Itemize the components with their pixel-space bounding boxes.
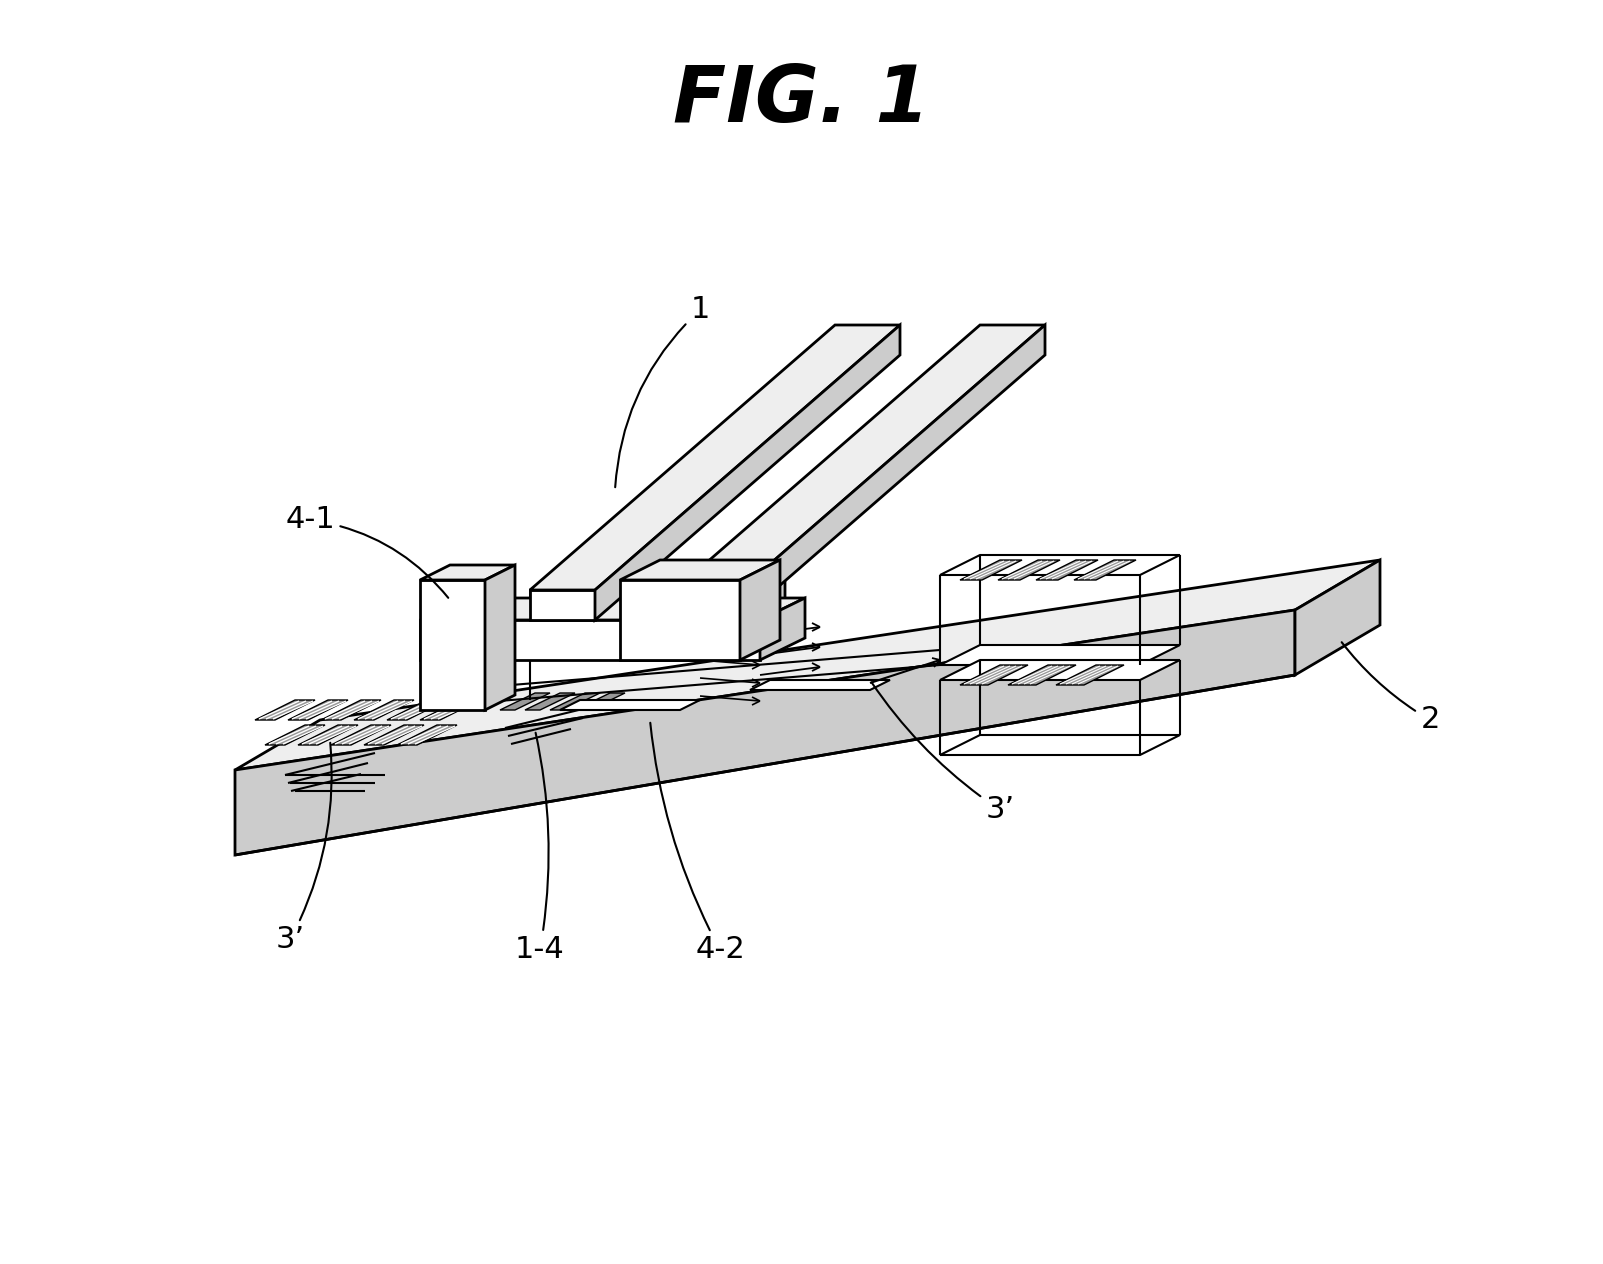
Polygon shape <box>264 726 325 744</box>
Polygon shape <box>1036 560 1098 580</box>
Polygon shape <box>386 700 447 720</box>
Polygon shape <box>960 665 1028 685</box>
Text: 1-4: 1-4 <box>515 733 564 964</box>
Polygon shape <box>236 560 1380 770</box>
Polygon shape <box>398 726 457 744</box>
Text: FIG. 1: FIG. 1 <box>673 62 930 138</box>
Text: 3’: 3’ <box>872 683 1015 824</box>
Polygon shape <box>675 325 1045 590</box>
Polygon shape <box>1008 665 1076 685</box>
Polygon shape <box>939 660 1180 680</box>
Text: 3’: 3’ <box>276 743 332 954</box>
Polygon shape <box>760 598 805 660</box>
Polygon shape <box>500 693 550 710</box>
Polygon shape <box>1074 560 1137 580</box>
Polygon shape <box>364 726 425 744</box>
Polygon shape <box>531 590 741 640</box>
Polygon shape <box>620 560 781 580</box>
Polygon shape <box>526 693 575 710</box>
Polygon shape <box>420 700 479 720</box>
Polygon shape <box>1056 665 1124 685</box>
Polygon shape <box>559 700 701 710</box>
Polygon shape <box>420 621 760 660</box>
Text: 2: 2 <box>1342 642 1439 734</box>
Polygon shape <box>531 325 899 590</box>
Polygon shape <box>330 726 391 744</box>
Polygon shape <box>420 580 486 710</box>
Polygon shape <box>595 325 899 621</box>
Polygon shape <box>486 565 515 710</box>
Polygon shape <box>550 693 600 710</box>
Polygon shape <box>575 693 625 710</box>
Polygon shape <box>741 568 785 640</box>
Polygon shape <box>675 590 741 621</box>
Polygon shape <box>1295 560 1380 675</box>
Text: 4-2: 4-2 <box>651 723 745 964</box>
Text: 1: 1 <box>616 296 710 487</box>
Polygon shape <box>750 680 890 690</box>
Polygon shape <box>321 700 382 720</box>
Polygon shape <box>255 700 316 720</box>
Polygon shape <box>420 565 515 580</box>
Polygon shape <box>741 560 781 660</box>
Polygon shape <box>939 645 1180 665</box>
Polygon shape <box>939 734 1180 755</box>
Polygon shape <box>289 700 348 720</box>
Polygon shape <box>741 325 1045 621</box>
Polygon shape <box>298 726 357 744</box>
Polygon shape <box>620 580 741 660</box>
Polygon shape <box>999 560 1060 580</box>
Polygon shape <box>420 598 805 621</box>
Polygon shape <box>236 611 1295 854</box>
Polygon shape <box>939 555 1180 575</box>
Polygon shape <box>531 590 595 621</box>
Polygon shape <box>354 700 414 720</box>
Text: 4-1: 4-1 <box>285 506 449 598</box>
Polygon shape <box>960 560 1023 580</box>
Polygon shape <box>531 568 785 590</box>
